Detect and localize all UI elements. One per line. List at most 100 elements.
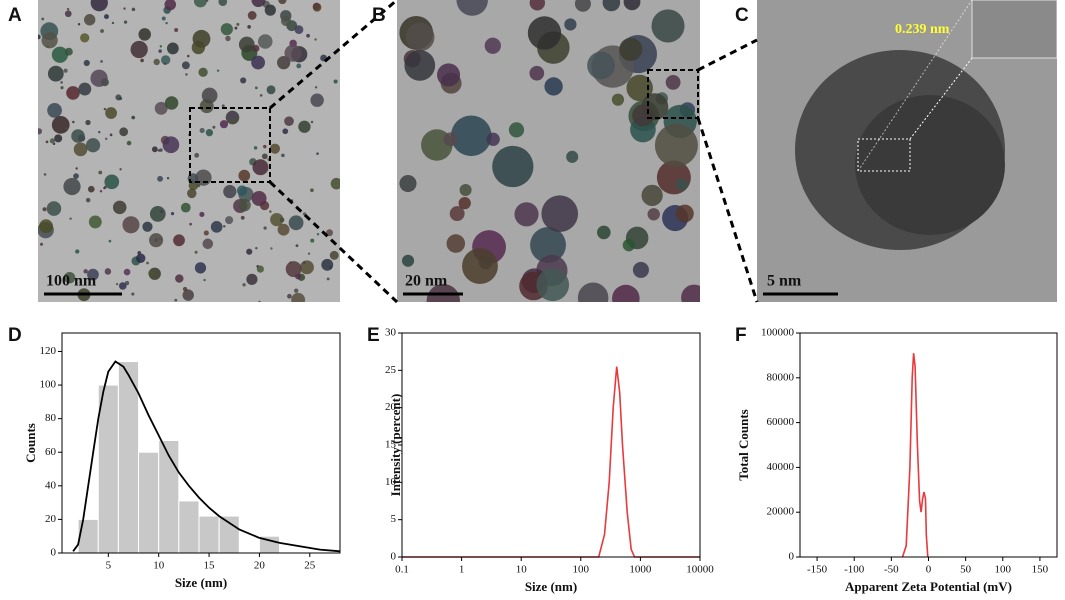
particle (42, 207, 47, 212)
particle (458, 196, 471, 210)
particle (219, 120, 229, 129)
particle (456, 0, 488, 16)
particle (269, 210, 272, 213)
data-line (402, 366, 700, 558)
particle (104, 268, 112, 275)
particle (157, 149, 161, 152)
particle (73, 173, 79, 180)
particle (258, 300, 261, 302)
particle (302, 261, 306, 265)
x-tick-label: 1 (459, 564, 465, 576)
particle (49, 207, 52, 210)
particle (536, 268, 570, 302)
particle (310, 93, 324, 107)
particle (288, 215, 304, 231)
particle (316, 152, 319, 155)
y-tick-label: 120 (40, 345, 57, 357)
x-tick-label: 150 (1032, 564, 1049, 576)
particle (220, 23, 233, 36)
x-axis-label: Size (nm) (525, 579, 577, 594)
y-tick-label: 0 (391, 551, 397, 563)
particle (326, 229, 334, 237)
axes-frame (799, 332, 1058, 558)
particle (187, 54, 190, 58)
particle (198, 67, 208, 77)
particle (161, 16, 166, 21)
particle (251, 190, 267, 206)
particle (307, 252, 311, 255)
y-tick-label: 5 (391, 513, 397, 525)
particle (72, 120, 75, 124)
particle (73, 142, 88, 157)
particle (164, 96, 179, 110)
particle (85, 119, 91, 126)
particle (65, 127, 69, 130)
particle (148, 269, 155, 277)
particle (38, 34, 41, 40)
particle (105, 107, 117, 119)
particle (264, 4, 276, 16)
particle (238, 198, 251, 212)
particle (225, 216, 234, 225)
particle (681, 284, 700, 302)
particle (205, 0, 209, 2)
y-tick-label: 40 (45, 479, 57, 491)
particle (151, 146, 158, 153)
particle (104, 174, 120, 190)
particle (39, 219, 53, 234)
particle (203, 278, 206, 282)
y-tick-label: 80 (45, 412, 57, 424)
x-axis-label: Apparent Zeta Potential (mV) (845, 579, 1012, 594)
particle (314, 86, 318, 89)
particle (855, 95, 1005, 235)
particle (199, 211, 205, 218)
particle (508, 122, 525, 138)
y-tick-label: 80000 (767, 371, 795, 383)
particle (109, 133, 113, 137)
y-tick-label: 15 (385, 439, 397, 451)
particle (98, 130, 101, 134)
particle (203, 230, 209, 236)
particle (80, 33, 90, 43)
particle (210, 221, 223, 233)
particle (115, 282, 119, 286)
particle (122, 216, 140, 234)
y-tick-label: 20000 (767, 506, 795, 518)
particle (83, 14, 96, 26)
particle (530, 227, 566, 263)
particle (280, 16, 292, 27)
particle (544, 77, 563, 96)
bar (218, 515, 240, 554)
particle (459, 183, 472, 197)
particle (175, 274, 184, 283)
particle (281, 153, 285, 158)
particle (138, 28, 151, 41)
zoom-link (269, 0, 398, 110)
zoom-link (696, 117, 759, 303)
y-axis-label: Total Counts (736, 409, 751, 480)
particle (51, 115, 70, 134)
particle (252, 159, 269, 176)
particle (626, 74, 653, 102)
particle (622, 239, 636, 252)
particle (136, 253, 146, 263)
particle (162, 136, 180, 154)
particle (45, 140, 49, 144)
particle (574, 0, 591, 12)
y-tick-label: 100 (40, 379, 57, 391)
particle (462, 248, 498, 285)
tem-image (38, 0, 340, 302)
particle (529, 0, 545, 11)
particle (146, 261, 149, 265)
particle (83, 269, 88, 274)
particle (131, 7, 136, 12)
particle (587, 51, 615, 80)
zoom-box (647, 69, 699, 119)
particle (41, 17, 45, 21)
particle (259, 94, 263, 97)
particle (675, 204, 694, 223)
particle (404, 50, 436, 81)
particle (300, 260, 314, 275)
particle (126, 140, 132, 146)
particle (279, 217, 285, 223)
